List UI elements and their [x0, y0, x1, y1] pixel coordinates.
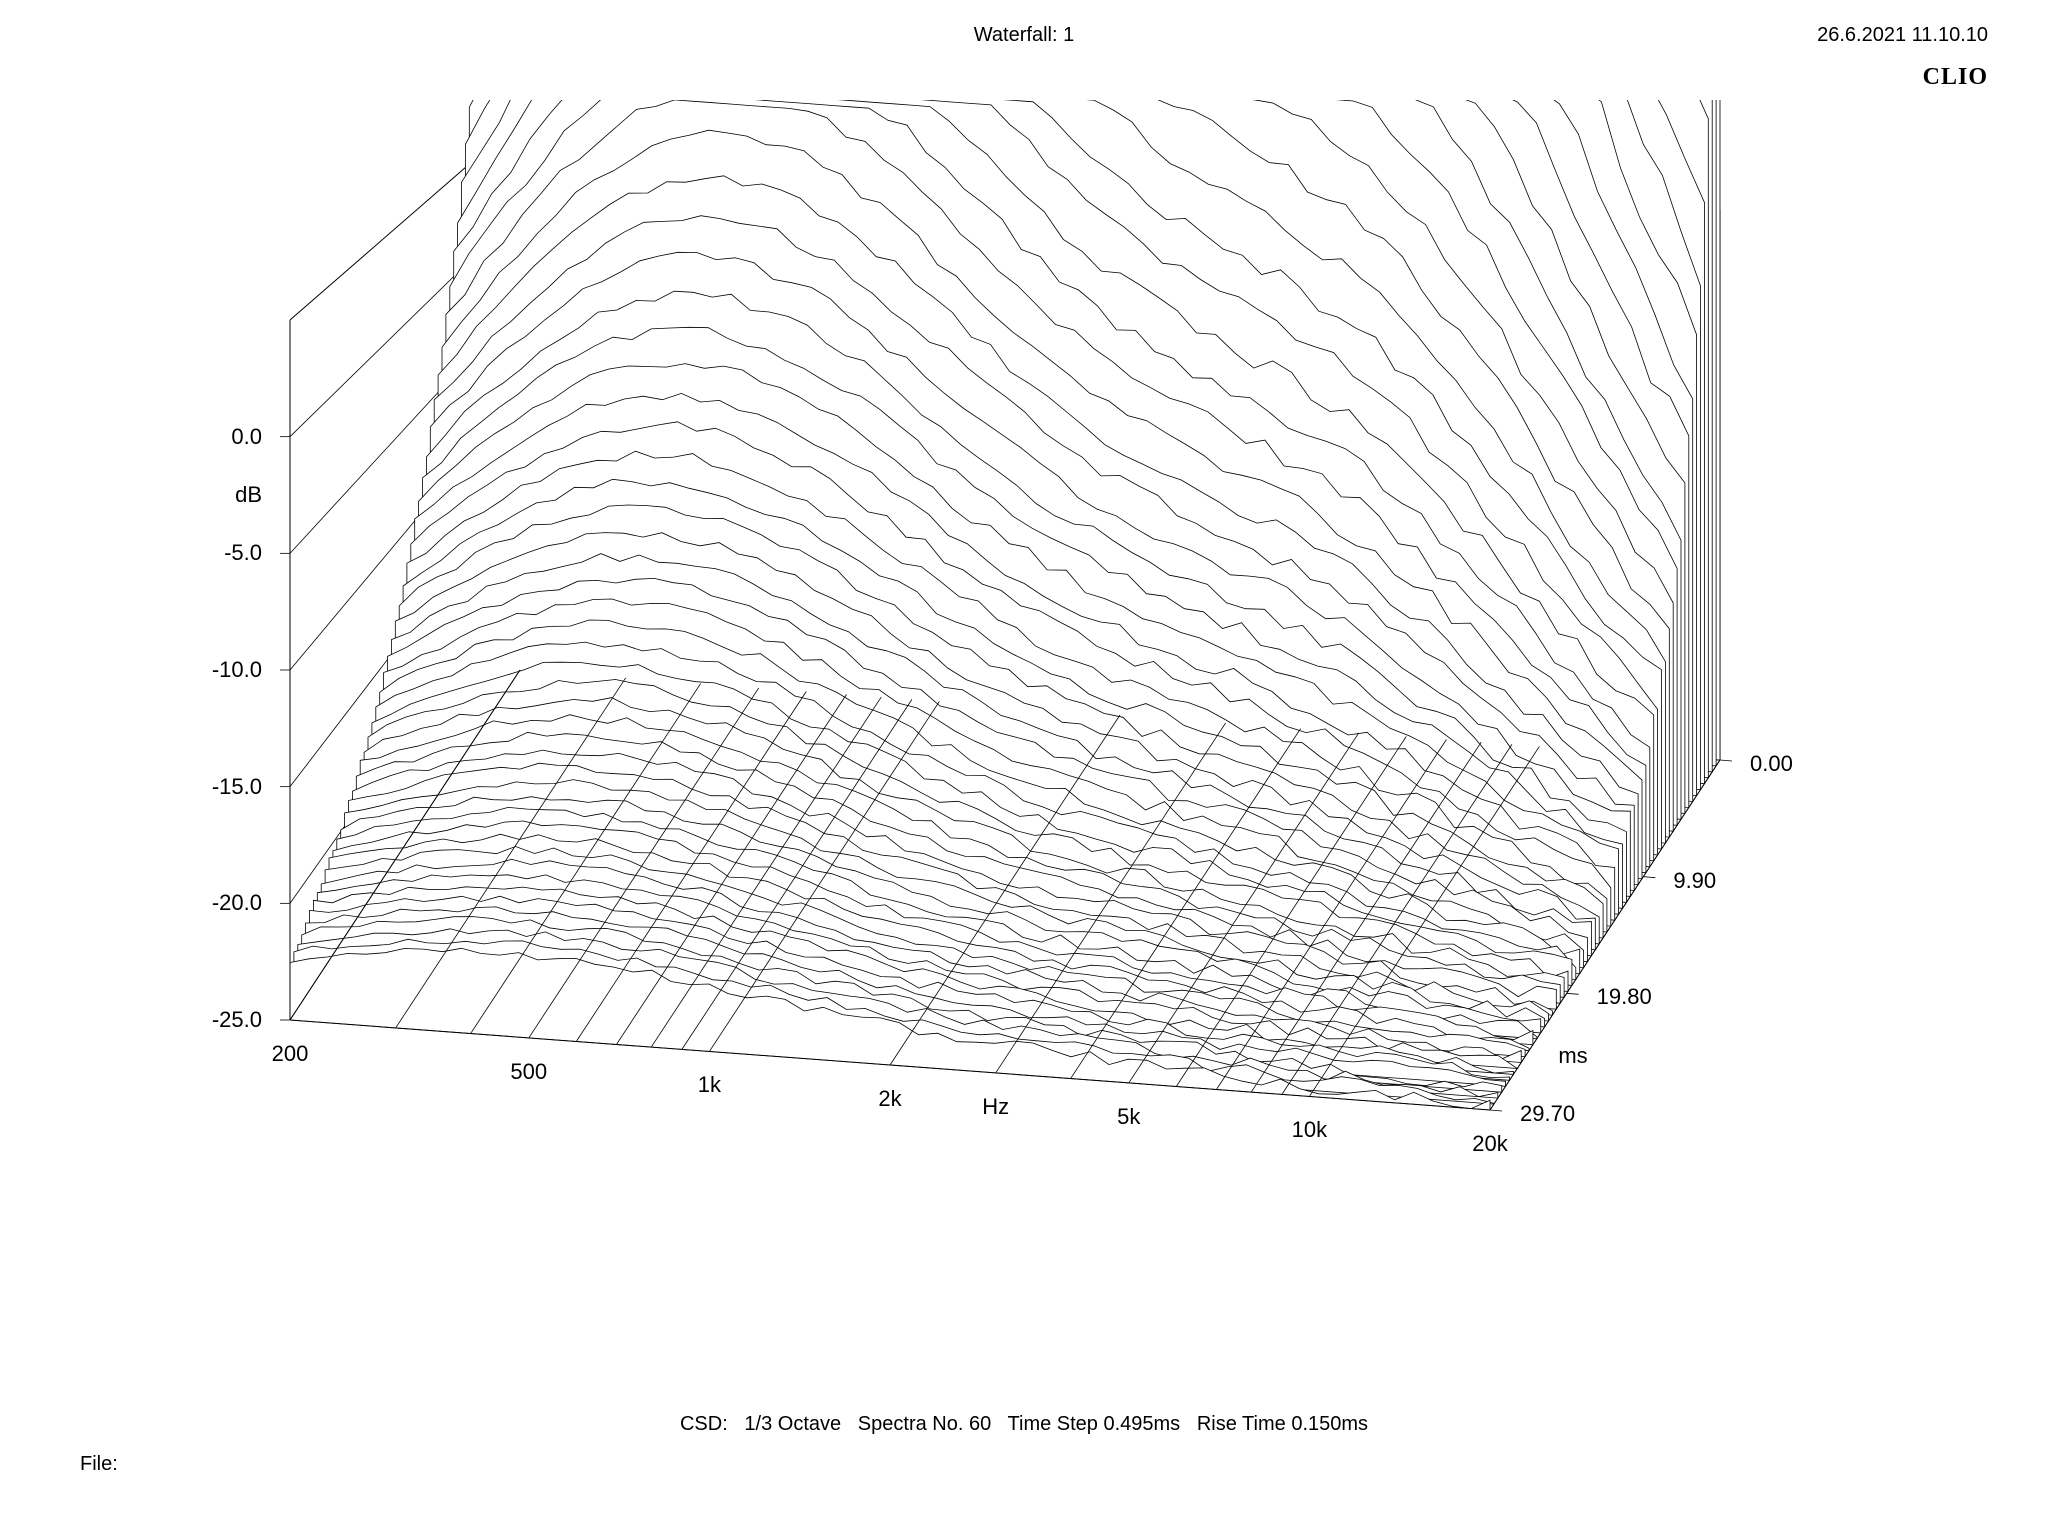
- footer-info: CSD: 1/3 Octave Spectra No. 60 Time Step…: [680, 1413, 1368, 1436]
- y-axis-label: dB: [235, 482, 262, 508]
- y-tick-1: -5.0: [224, 540, 262, 566]
- y-tick-5: -25.0: [212, 1007, 262, 1033]
- x-tick-6: 20k: [1472, 1131, 1507, 1157]
- brand-logo: CLIO: [1923, 64, 1988, 91]
- x-axis-label: Hz: [982, 1094, 1009, 1120]
- y-tick-4: -20.0: [212, 890, 262, 916]
- x-tick-1: 500: [510, 1059, 547, 1085]
- timestamp: 26.6.2021 11.10.10: [1817, 24, 1988, 47]
- y-tick-2: -10.0: [212, 657, 262, 683]
- z-tick-1: 9.90: [1673, 868, 1716, 894]
- z-tick-3: 29.70: [1520, 1101, 1575, 1127]
- waterfall-plot: [180, 100, 1880, 1200]
- y-tick-3: -15.0: [212, 774, 262, 800]
- y-tick-0: 0.0: [231, 424, 262, 450]
- x-tick-2: 1k: [698, 1072, 721, 1098]
- plot-title: Waterfall: 1: [974, 24, 1074, 47]
- x-tick-3: 2k: [878, 1086, 901, 1112]
- file-label: File:: [80, 1453, 118, 1476]
- z-tick-0: 0.00: [1750, 751, 1793, 777]
- x-tick-4: 5k: [1117, 1104, 1140, 1130]
- z-tick-2: 19.80: [1597, 984, 1652, 1010]
- x-tick-5: 10k: [1292, 1117, 1327, 1143]
- z-axis-label: ms: [1558, 1043, 1587, 1069]
- x-tick-0: 200: [272, 1041, 309, 1067]
